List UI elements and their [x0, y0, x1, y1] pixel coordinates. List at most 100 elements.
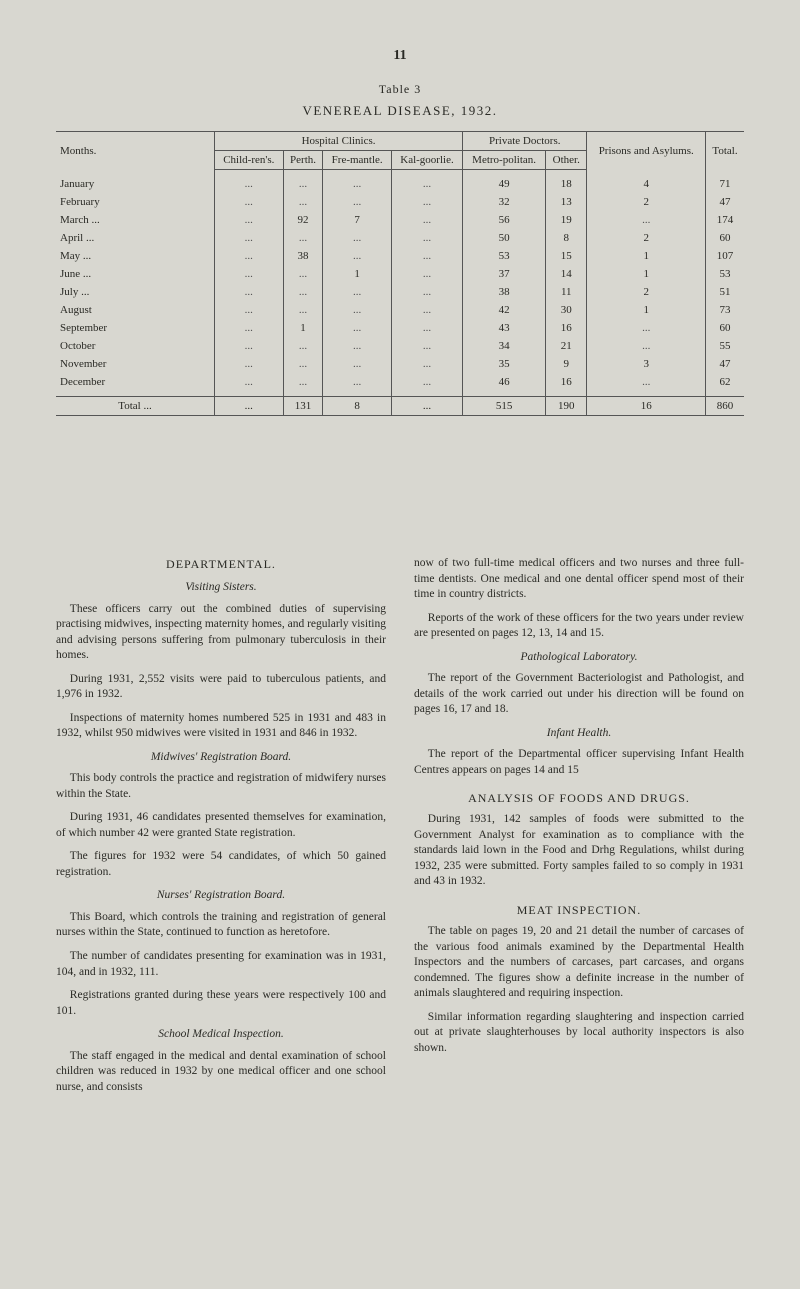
cell-prisons: ... [587, 211, 706, 229]
cell-fremantle: ... [323, 301, 391, 319]
cell-fremantle: ... [323, 355, 391, 373]
table-row: January............4918471 [56, 170, 744, 194]
cell-fremantle: ... [323, 337, 391, 355]
cell-perth: ... [283, 301, 323, 319]
cell-metro: 43 [463, 319, 546, 337]
cell-month: November [56, 355, 215, 373]
cell-metro: 50 [463, 229, 546, 247]
para: This body controls the practice and regi… [56, 771, 386, 802]
table-caption: Table 3 [56, 82, 744, 97]
col-private: Private Doctors. [463, 132, 587, 151]
table-row: December............4616...62 [56, 373, 744, 397]
cell-perth: ... [283, 229, 323, 247]
cell-total: 60 [706, 229, 744, 247]
cell-fremantle: ... [323, 193, 391, 211]
cell-prisons: 3 [587, 355, 706, 373]
cell-childrens: ... [215, 170, 284, 194]
page: 11 Table 3 VENEREAL DISEASE, 1932. Month… [0, 0, 800, 1289]
cell-perth: ... [283, 193, 323, 211]
cell-perth: ... [283, 355, 323, 373]
cell-other: 11 [546, 283, 587, 301]
para: During 1931, 2,552 visits were paid to t… [56, 672, 386, 703]
page-number: 11 [56, 48, 744, 64]
heading-pathological-lab: Pathological Laboratory. [414, 650, 744, 666]
cell-fremantle: ... [323, 373, 391, 397]
cell-total: 53 [706, 265, 744, 283]
cell-childrens: ... [215, 337, 284, 355]
cell-fremantle: ... [323, 229, 391, 247]
cell-childrens: ... [215, 211, 284, 229]
para: These officers carry out the combined du… [56, 602, 386, 664]
cell-kalgoorlie: ... [391, 247, 462, 265]
cell-prisons: ... [587, 337, 706, 355]
cell-metro: 42 [463, 301, 546, 319]
cell-total: 107 [706, 247, 744, 265]
total-childrens: ... [215, 397, 284, 416]
total-metro: 515 [463, 397, 546, 416]
cell-fremantle: ... [323, 319, 391, 337]
cell-month: December [56, 373, 215, 397]
cell-prisons: 2 [587, 229, 706, 247]
cell-month: January [56, 170, 215, 194]
cell-fremantle: 7 [323, 211, 391, 229]
para: This Board, which controls the training … [56, 910, 386, 941]
cell-metro: 46 [463, 373, 546, 397]
cell-childrens: ... [215, 301, 284, 319]
cell-childrens: ... [215, 193, 284, 211]
cell-childrens: ... [215, 247, 284, 265]
right-column: now of two full-time medical officers an… [414, 556, 744, 1103]
cell-other: 13 [546, 193, 587, 211]
cell-other: 19 [546, 211, 587, 229]
cell-month: April ... [56, 229, 215, 247]
table-row: October............3421...55 [56, 337, 744, 355]
cell-other: 16 [546, 373, 587, 397]
col-kalgoorlie: Kal-goorlie. [391, 151, 462, 170]
total-perth: 131 [283, 397, 323, 416]
cell-kalgoorlie: ... [391, 211, 462, 229]
table-row: May ......38......53151107 [56, 247, 744, 265]
para: The report of the Government Bacteriolog… [414, 671, 744, 718]
cell-other: 16 [546, 319, 587, 337]
cell-metro: 34 [463, 337, 546, 355]
cell-kalgoorlie: ... [391, 337, 462, 355]
table-row: September...1......4316...60 [56, 319, 744, 337]
col-total: Total. [706, 132, 744, 170]
table-row: November............359347 [56, 355, 744, 373]
cell-perth: 38 [283, 247, 323, 265]
table-row: March ......927...5619...174 [56, 211, 744, 229]
heading-meat-inspection: MEAT INSPECTION. [414, 902, 744, 918]
text-columns: DEPARTMENTAL. Visiting Sisters. These of… [56, 556, 744, 1103]
cell-childrens: ... [215, 373, 284, 397]
cell-kalgoorlie: ... [391, 193, 462, 211]
para: The number of candidates presenting for … [56, 949, 386, 980]
table-row: July ...............3811251 [56, 283, 744, 301]
cell-month: June ... [56, 265, 215, 283]
para: During 1931, 142 samples of foods were s… [414, 812, 744, 890]
cell-perth: ... [283, 373, 323, 397]
table-row: June .........1...3714153 [56, 265, 744, 283]
venereal-disease-table: Months. Hospital Clinics. Private Doctor… [56, 131, 744, 416]
table-row: April ...............508260 [56, 229, 744, 247]
para: Similar information regarding slaughteri… [414, 1010, 744, 1057]
cell-perth: ... [283, 170, 323, 194]
cell-month: May ... [56, 247, 215, 265]
heading-departmental: DEPARTMENTAL. [56, 556, 386, 572]
cell-perth: ... [283, 283, 323, 301]
cell-perth: ... [283, 265, 323, 283]
col-fremantle: Fre-mantle. [323, 151, 391, 170]
total-label: Total ... [56, 397, 215, 416]
cell-childrens: ... [215, 355, 284, 373]
para: now of two full-time medical officers an… [414, 556, 744, 603]
para: The table on pages 19, 20 and 21 detail … [414, 924, 744, 1002]
cell-total: 55 [706, 337, 744, 355]
cell-metro: 53 [463, 247, 546, 265]
cell-kalgoorlie: ... [391, 170, 462, 194]
cell-kalgoorlie: ... [391, 301, 462, 319]
cell-fremantle: ... [323, 170, 391, 194]
cell-fremantle: ... [323, 247, 391, 265]
cell-kalgoorlie: ... [391, 373, 462, 397]
cell-kalgoorlie: ... [391, 319, 462, 337]
para: During 1931, 46 candidates presented the… [56, 810, 386, 841]
heading-visiting-sisters: Visiting Sisters. [56, 580, 386, 596]
para: Reports of the work of these officers fo… [414, 611, 744, 642]
